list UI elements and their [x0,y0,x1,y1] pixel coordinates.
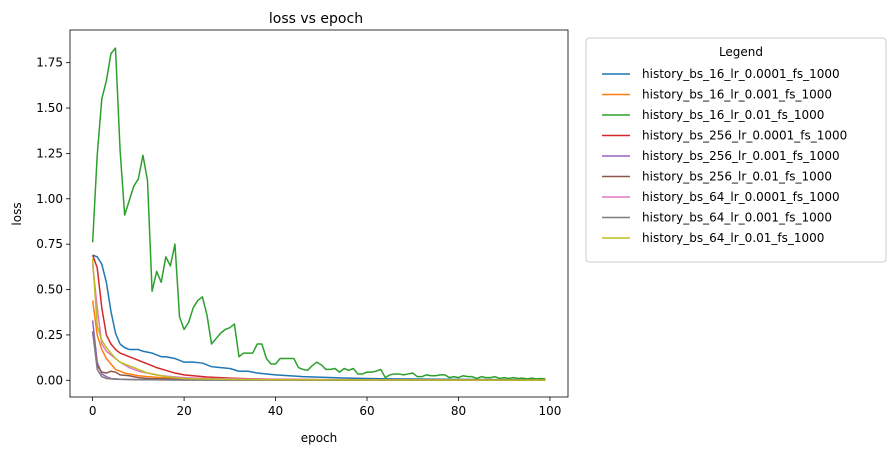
y-tick-label: 0.50 [36,283,63,297]
x-axis: 0 20 40 60 80 100 [89,397,561,418]
x-tick-label: 40 [268,404,283,418]
legend-entry-label: history_bs_256_lr_0.0001_fs_1000 [642,129,847,143]
series-line-3 [91,47,546,380]
legend-entry-label: history_bs_16_lr_0.001_fs_1000 [642,88,832,102]
legend-entries: history_bs_16_lr_0.0001_fs_1000 history_b… [602,67,847,245]
y-tick-label: 0.00 [36,373,63,387]
chart-title: loss vs epoch [269,11,363,27]
y-tick-label: 1.25 [36,146,63,160]
legend-entry-label: history_bs_256_lr_0.001_fs_1000 [642,149,840,163]
y-tick-label: 1.50 [36,101,63,115]
legend-entry-label: history_bs_16_lr_0.0001_fs_1000 [642,67,840,81]
plot-frame [69,29,569,398]
legend-title: Legend [719,45,763,59]
legend-entry-label: history_bs_16_lr_0.01_fs_1000 [642,108,824,122]
x-tick-label: 80 [451,404,466,418]
y-axis-title: loss [10,202,24,225]
y-tick-label: 1.00 [36,192,63,206]
x-tick-label: 100 [538,404,561,418]
y-axis: 0.00 0.25 0.50 0.75 1.00 1.25 1.50 1.75 [36,56,70,387]
legend: Legend history_bs_16_lr_0.0001_fs_1000hi… [585,37,887,263]
legend-entry-label: history_bs_64_lr_0.01_fs_1000 [642,231,824,245]
y-tick-label: 1.75 [36,56,63,70]
y-tick-label: 0.25 [36,328,63,342]
series-group [91,47,546,381]
x-tick-label: 0 [89,404,97,418]
legend-entry-label: history_bs_64_lr_0.001_fs_1000 [642,211,832,225]
series-line-9 [91,258,546,381]
x-axis-title: epoch [301,431,338,445]
plot-area [69,29,569,398]
x-tick-label: 20 [176,404,191,418]
x-tick-label: 60 [359,404,374,418]
legend-entry-label: history_bs_64_lr_0.0001_fs_1000 [642,190,840,204]
legend-entry-label: history_bs_256_lr_0.01_fs_1000 [642,170,832,184]
series-line-1 [92,254,546,381]
y-tick-label: 0.75 [36,237,63,251]
series-line-5 [91,320,546,381]
legend-box [585,37,887,263]
series-line-4 [91,254,546,381]
